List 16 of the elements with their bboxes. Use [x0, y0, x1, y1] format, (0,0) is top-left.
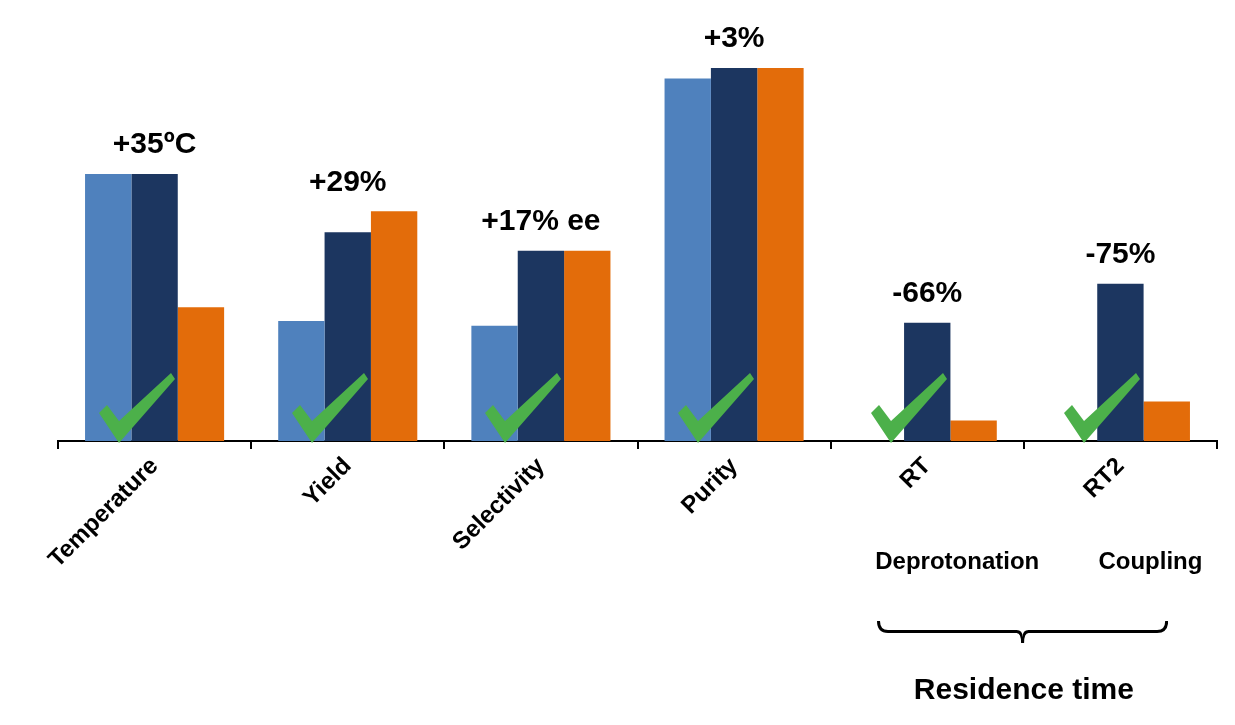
bar [950, 420, 997, 442]
text: Deprotonation [875, 547, 1040, 575]
annotation: +29% [308, 163, 387, 197]
annotation: -75% [1085, 235, 1156, 269]
x-tick-label: RT [893, 451, 936, 494]
text: +3% [703, 20, 765, 54]
bar [370, 211, 418, 442]
bar [564, 250, 611, 442]
x-tick-label: RT2 [1077, 451, 1129, 503]
annotation: -66% [892, 275, 963, 309]
annotation: +17% ee [481, 203, 601, 237]
text: Coupling [1098, 547, 1203, 575]
bar [1143, 401, 1190, 442]
text: Residence time [913, 672, 1134, 706]
annotation: +35ºC [112, 126, 197, 160]
bar [757, 68, 804, 442]
